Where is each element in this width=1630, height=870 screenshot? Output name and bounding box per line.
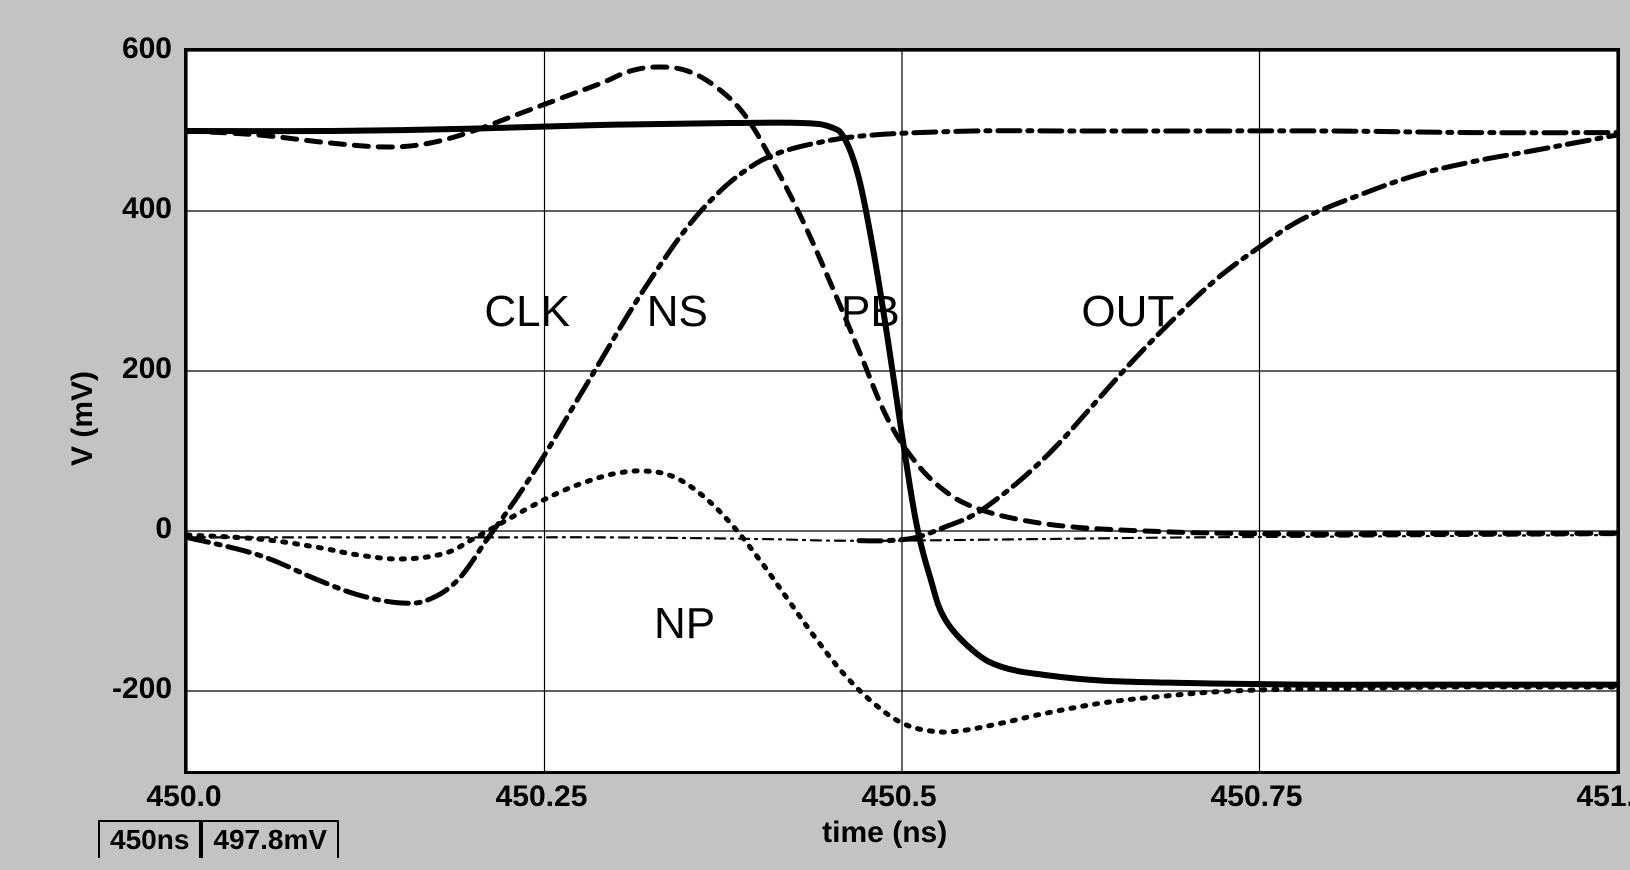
label-NS: NS [647,287,708,337]
y-tick-label: 200 [122,352,172,386]
series-NS [187,131,1617,604]
x-axis-label: time (ns) [822,816,947,850]
x-tick-label: 450.5 [861,780,936,814]
label-PB: PB [841,287,900,337]
chart-frame: -2000200400600 450.0450.25450.5450.75451… [18,18,1612,852]
label-CLK: CLK [484,287,570,337]
series-lines [187,51,1617,771]
series-PB [187,123,1617,685]
y-tick-label: 0 [155,512,172,546]
y-axis-label: V (mV) [66,371,100,466]
y-tick-label: -200 [112,672,172,706]
label-OUT: OUT [1081,287,1174,337]
x-tick-label: 450.75 [1211,780,1303,814]
series-CLK [187,67,1617,534]
y-tick-label: 600 [122,32,172,66]
label-NP: NP [654,599,715,649]
status-value: 497.8mV [201,820,339,858]
y-tick-label: 400 [122,192,172,226]
x-tick-label: 451.0 [1576,780,1630,814]
status-time: 450ns [98,820,201,858]
x-tick-label: 450.0 [146,780,221,814]
status-bar: 450ns 497.8mV [98,820,339,858]
x-tick-label: 450.25 [496,780,588,814]
plot-area [184,48,1620,774]
series-OUT [859,135,1617,541]
